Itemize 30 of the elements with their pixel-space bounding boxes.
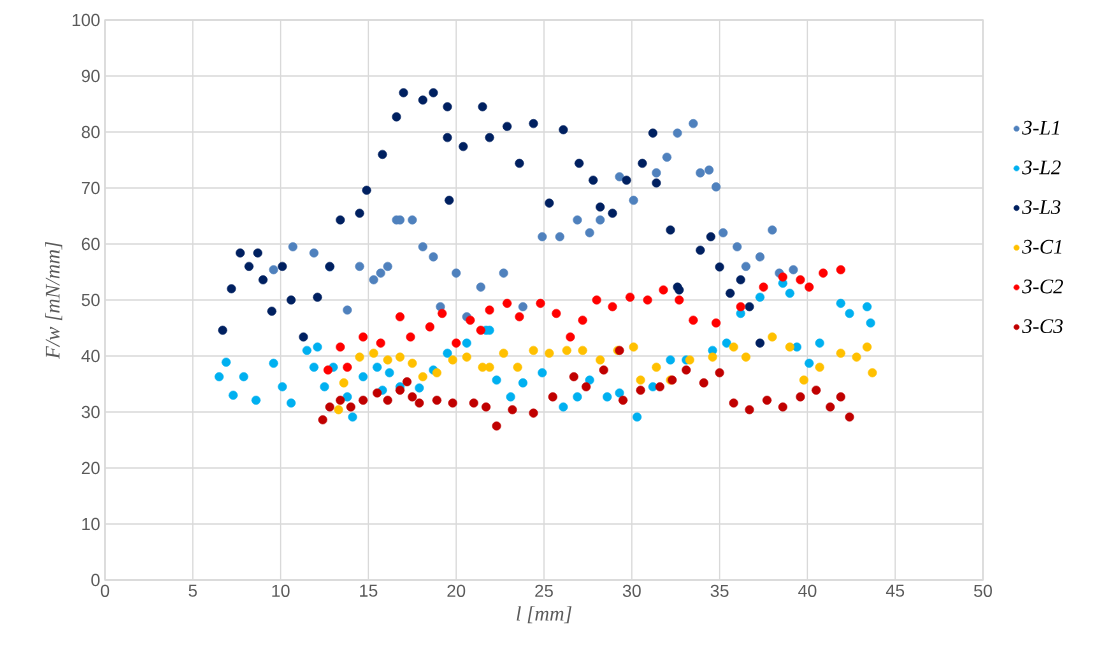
x-tick-label: 0 [100,584,110,597]
x-tick-label: 50 [974,584,992,597]
x-axis-title: l [mm] [516,606,572,624]
legend-label: 3-C3 [1022,319,1063,334]
y-tick-label: 100 [72,13,100,27]
x-tick-label: 35 [710,584,729,597]
x-tick-label: 10 [272,584,290,597]
y-tick-label: 0 [91,573,100,587]
y-tick-label: 90 [81,69,100,83]
x-tick-label: 40 [798,584,817,597]
y-tick-label: 40 [81,349,100,363]
y-tick-label: 20 [81,461,100,475]
y-tick-label: 60 [81,237,100,251]
y-tick-label: 70 [81,181,100,195]
y-tick-label: 30 [81,405,100,419]
legend-label: 3-L2 [1022,160,1061,175]
x-tick-label: 5 [188,584,197,597]
y-tick-label: 10 [82,517,100,531]
legend-label: 3-L1 [1022,120,1059,135]
y-tick-label: 50 [81,293,100,307]
x-tick-label: 25 [535,584,553,597]
legend-label: 3-L3 [1022,200,1061,215]
y-tick-label: 80 [81,125,100,139]
legend-label: 3-C1 [1022,239,1062,254]
x-tick-label: 30 [622,584,641,597]
legend-label: 3-C2 [1022,279,1064,294]
x-tick-label: 15 [360,584,378,597]
x-tick-label: 20 [447,584,466,597]
y-axis-title: F/w [mN/mm] [45,242,63,359]
x-tick-label: 45 [885,584,905,597]
